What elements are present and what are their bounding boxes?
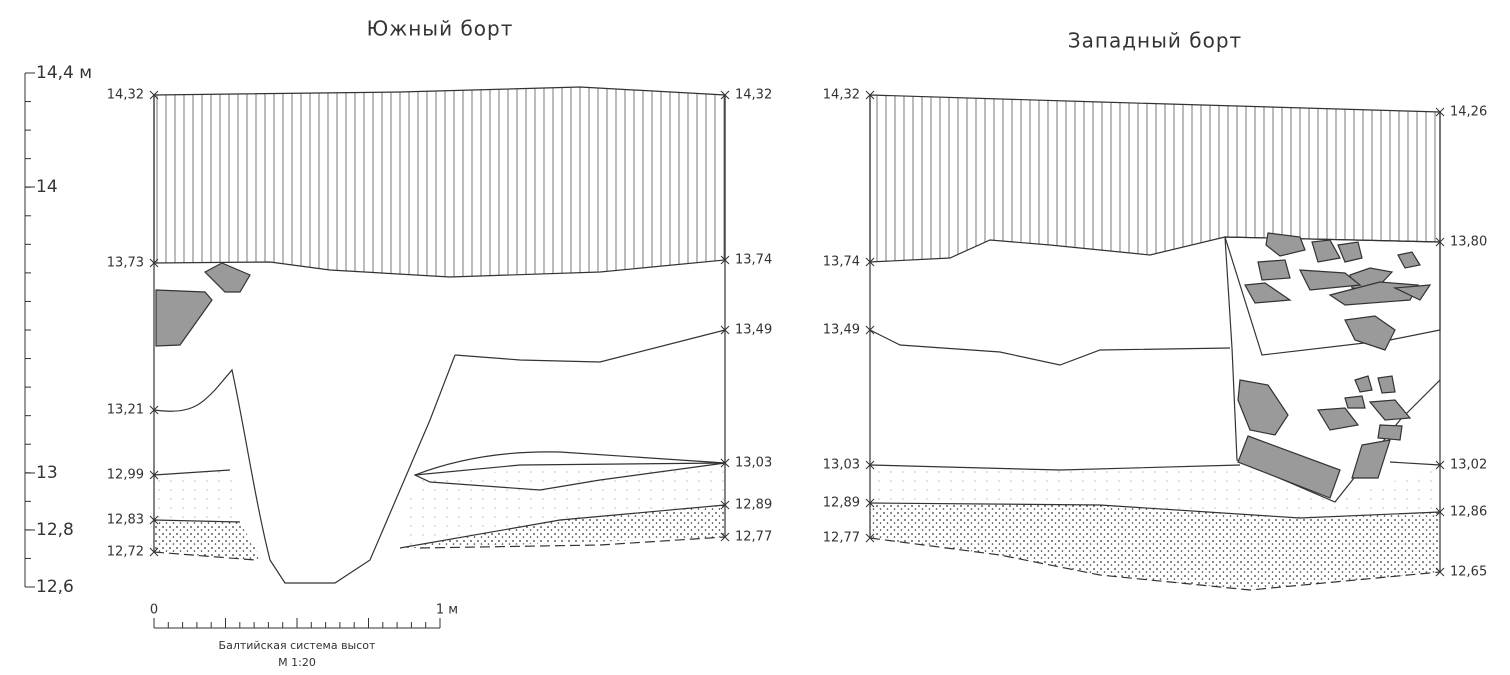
elevation-point xyxy=(1435,567,1445,577)
elevation-label: 12,83 xyxy=(107,513,144,528)
elevation-label: 12,89 xyxy=(823,496,860,511)
scale-label: 14,4 м xyxy=(36,63,92,83)
elevation-point xyxy=(720,90,730,100)
section-title: Западный борт xyxy=(1068,29,1242,53)
elevation-point xyxy=(149,547,159,557)
west-section xyxy=(869,94,1441,591)
elevation-label: 12,72 xyxy=(107,545,144,560)
elevation-point xyxy=(1435,507,1445,517)
elevation-point xyxy=(149,405,159,415)
elevation-point xyxy=(865,90,875,100)
elevation-point xyxy=(149,258,159,268)
scale-ratio: М 1:20 xyxy=(278,656,316,669)
elevation-point xyxy=(1435,237,1445,247)
elevation-point xyxy=(1435,107,1445,117)
elevation-label: 13,02 xyxy=(1450,458,1487,473)
elevation-point xyxy=(720,532,730,542)
elevation-label: 14,32 xyxy=(735,88,772,103)
elevation-label: 12,89 xyxy=(735,498,772,513)
scale-label: 12,8 xyxy=(36,520,74,540)
elevation-label: 13,03 xyxy=(823,458,860,473)
elevation-point xyxy=(720,458,730,468)
elevation-label: 13,73 xyxy=(107,256,144,271)
elevation-point xyxy=(865,460,875,470)
elevation-point xyxy=(720,325,730,335)
elevation-label: 13,21 xyxy=(107,403,144,418)
elevation-label: 13,74 xyxy=(735,253,772,268)
elevation-point xyxy=(865,533,875,543)
elevation-label: 14,26 xyxy=(1450,105,1487,120)
elevation-label: 12,77 xyxy=(735,530,772,545)
scale-label: 0 xyxy=(150,603,158,618)
section-title: Южный борт xyxy=(367,17,514,41)
elevation-label: 12,65 xyxy=(1450,565,1487,580)
elevation-point xyxy=(865,257,875,267)
elevation-point xyxy=(149,515,159,525)
scale-label: 14 xyxy=(36,177,58,197)
length-scale: 0 1 м Балтийская система высот М 1:20 xyxy=(150,603,458,670)
elevation-label: 13,74 xyxy=(823,255,860,270)
elevation-point xyxy=(720,500,730,510)
elevation-label: 13,49 xyxy=(823,323,860,338)
elevation-label: 12,86 xyxy=(1450,505,1487,520)
elevation-point xyxy=(149,470,159,480)
elevation-label: 12,77 xyxy=(823,531,860,546)
elevation-label: 13,49 xyxy=(735,323,772,338)
elevation-point xyxy=(149,90,159,100)
elevation-point xyxy=(865,498,875,508)
elevation-label: 14,32 xyxy=(823,88,860,103)
elevation-point xyxy=(865,325,875,335)
elevation-label: 13,80 xyxy=(1450,235,1487,250)
south-section xyxy=(153,86,726,584)
elevation-label: 12,99 xyxy=(107,468,144,483)
elevation-point xyxy=(1435,460,1445,470)
elevation-label: 13,03 xyxy=(735,456,772,471)
scale-label: 13 xyxy=(36,463,58,483)
scale-label: 12,6 xyxy=(36,577,74,597)
scale-caption: Балтийская система высот xyxy=(219,639,376,652)
elevation-point xyxy=(720,255,730,265)
scale-label: 1 м xyxy=(436,603,458,618)
elevation-label: 14,32 xyxy=(107,88,144,103)
